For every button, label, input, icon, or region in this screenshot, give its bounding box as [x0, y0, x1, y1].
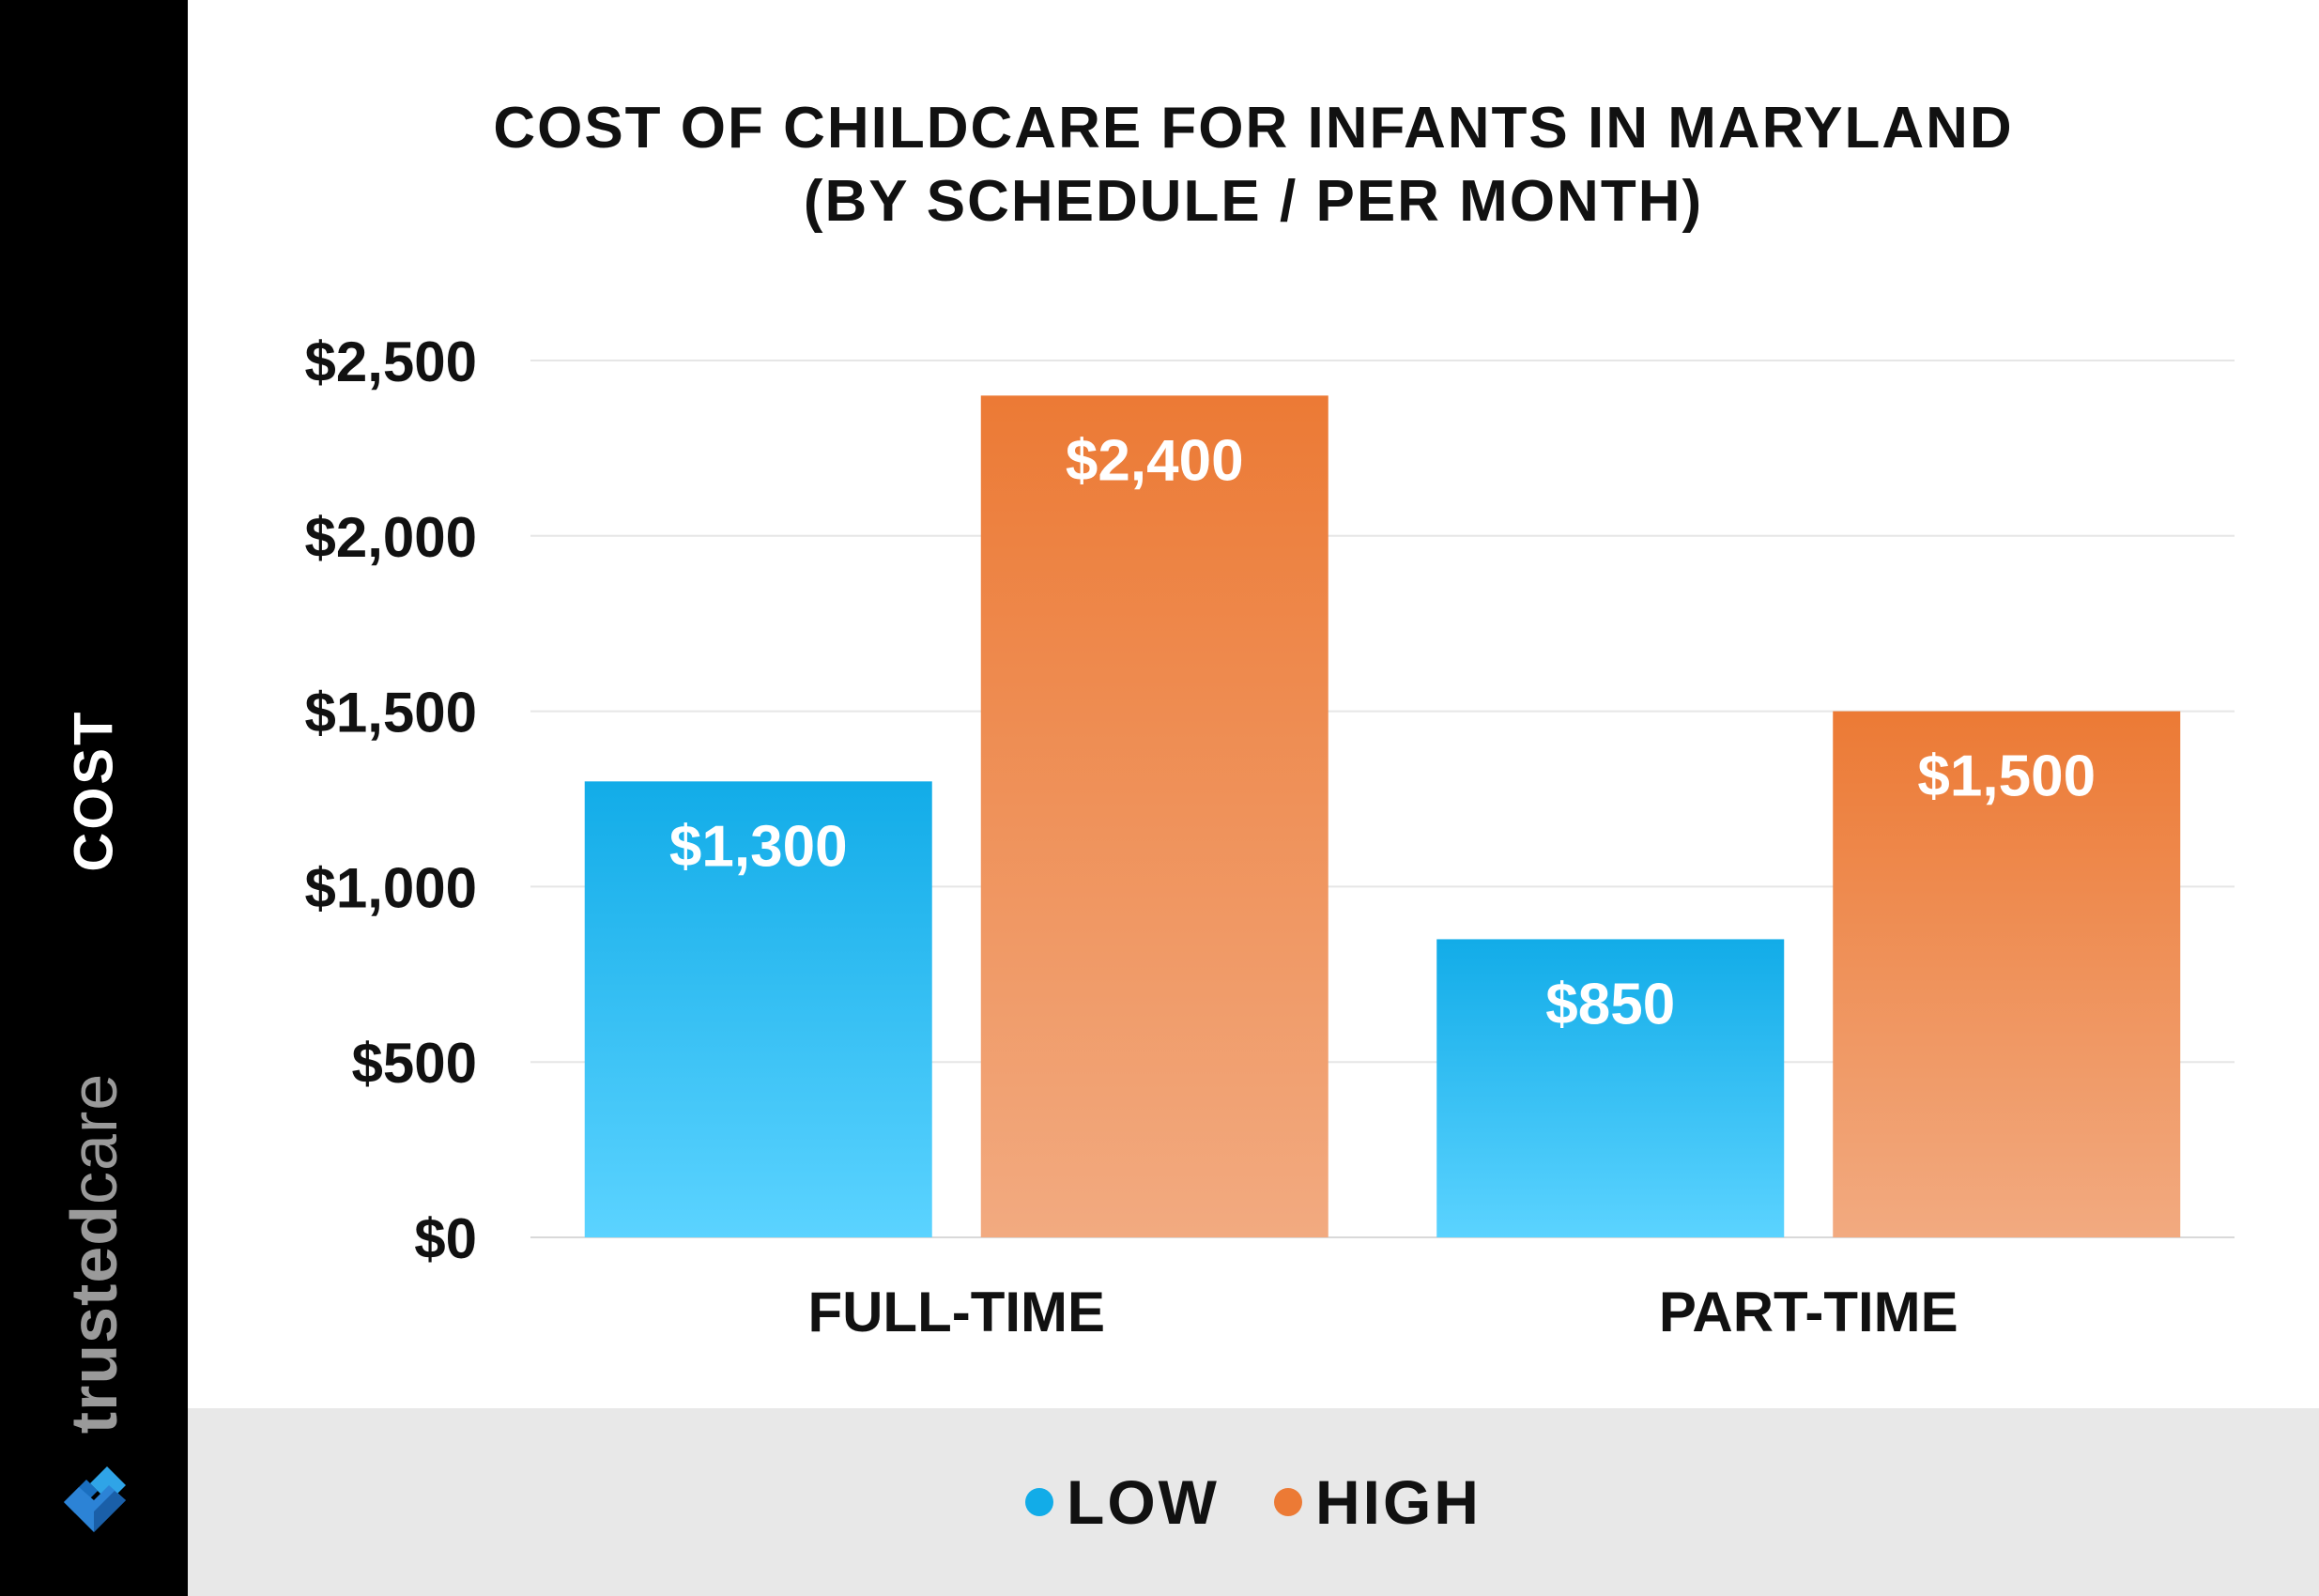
legend-low-dot-icon [1025, 1488, 1054, 1516]
legend-item-high: HIGH [1273, 1466, 1482, 1538]
legend-high-label: HIGH [1314, 1467, 1482, 1537]
chart-title-line2: (BY SCHEDULE / PER MONTH) [803, 169, 1704, 234]
legend-item-low: LOW [1025, 1466, 1220, 1538]
legend-high-dot-icon [1273, 1488, 1302, 1516]
bar-low-part-time [1436, 939, 1785, 1237]
legend-low-label: LOW [1067, 1467, 1220, 1537]
y-tick-label: $2,000 [304, 506, 477, 569]
bar-high-part-time [1833, 711, 2181, 1237]
y-tick-label: $1,500 [304, 682, 477, 744]
y-tick-label: $500 [352, 1032, 477, 1095]
chart-title: COST OF CHILDCARE FOR INFANTS IN MARYLAN… [188, 92, 2319, 238]
bar-chart: $0 $500 $1,000 $1,500 $2,000 $2,500 $1,300 $2,… [304, 330, 2235, 1343]
bars [584, 395, 2181, 1237]
bar-low-full-time [584, 781, 932, 1237]
sidebar: COST trustedcare [0, 0, 188, 1596]
legend: LOW HIGH [188, 1408, 2319, 1596]
chart-title-line1: COST OF CHILDCARE FOR INFANTS IN MARYLAN… [493, 96, 2014, 161]
trustedcare-heart-logo-icon [64, 1466, 126, 1532]
x-tick-label-part-time: PART-TIME [1659, 1281, 1958, 1343]
data-label-high-part-time: $1,500 [1917, 744, 2096, 809]
data-label-high-full-time: $2,400 [1066, 428, 1244, 493]
y-tick-label: $1,000 [304, 856, 477, 919]
data-label-low-full-time: $1,300 [669, 814, 848, 879]
y-axis-ticks: $0 $500 $1,000 $1,500 $2,000 $2,500 [304, 330, 477, 1270]
legend-band: LOW HIGH [188, 1408, 2319, 1596]
data-label-low-part-time: $850 [1545, 972, 1675, 1036]
y-tick-label: $0 [414, 1207, 477, 1270]
x-tick-label-full-time: FULL-TIME [807, 1281, 1105, 1343]
data-labels: $1,300 $2,400 $850 $1,500 [669, 428, 2096, 1036]
x-axis-ticks: FULL-TIME PART-TIME [807, 1281, 1958, 1343]
bar-high-full-time [980, 395, 1328, 1237]
y-tick-label: $2,500 [304, 330, 477, 393]
